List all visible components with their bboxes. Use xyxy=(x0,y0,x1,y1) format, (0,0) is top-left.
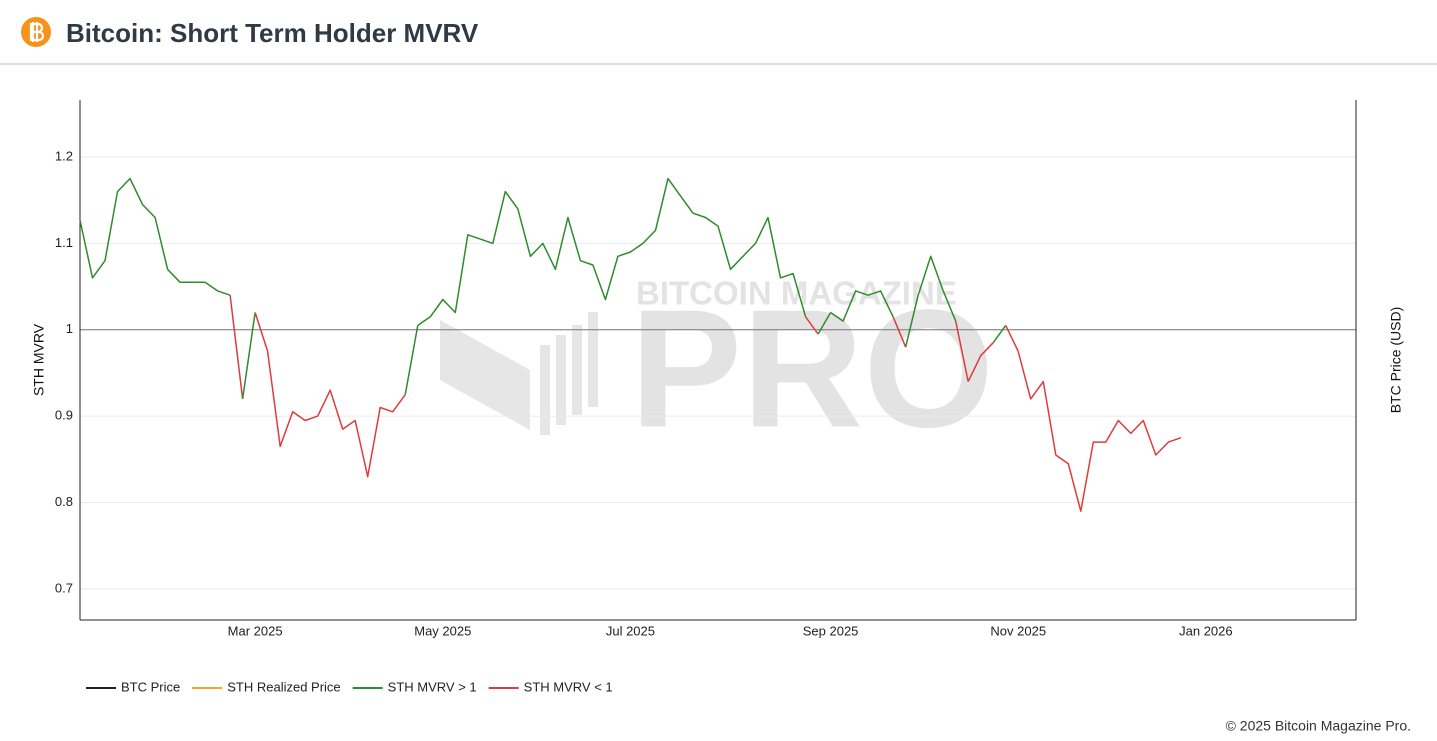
legend-item: BTC Price xyxy=(86,679,180,694)
connector xyxy=(904,295,919,348)
connector xyxy=(954,320,969,382)
y-tick-label: 0.7 xyxy=(55,580,73,595)
bitcoin-icon xyxy=(21,17,51,47)
y-tick-label: 1.2 xyxy=(55,148,73,163)
x-tick-label: Sep 2025 xyxy=(803,623,859,638)
x-tick-label: Nov 2025 xyxy=(990,623,1046,638)
connector xyxy=(229,295,244,399)
x-tick-label: May 2025 xyxy=(414,623,471,638)
legend-item: STH Realized Price xyxy=(192,679,341,694)
y2-axis-title: BTC Price (USD) xyxy=(1388,307,1404,414)
connector xyxy=(254,312,269,352)
legend-item: STH MVRV < 1 xyxy=(488,679,613,694)
y-tick-label: 1.1 xyxy=(55,235,73,250)
connector xyxy=(1005,325,1019,352)
footer: © 2025 Bitcoin Magazine Pro. xyxy=(1226,718,1411,734)
series-line xyxy=(266,342,1182,512)
legend-label: STH MVRV < 1 xyxy=(524,679,613,694)
x-tick-label: Mar 2025 xyxy=(228,623,283,638)
watermark-main: PRO xyxy=(630,274,994,462)
y-tick-label: 0.8 xyxy=(55,494,73,509)
y-axis-title: STH MVRV xyxy=(31,323,47,396)
connector xyxy=(892,316,907,348)
legend-item: STH MVRV > 1 xyxy=(352,679,477,694)
legend-label: BTC Price xyxy=(121,679,180,694)
connector xyxy=(241,312,256,399)
x-tick-label: Jan 2026 xyxy=(1179,623,1233,638)
x-tick-label: Jul 2025 xyxy=(606,623,655,638)
legend-label: STH Realized Price xyxy=(227,679,340,694)
connector xyxy=(817,312,832,335)
legend-label: STH MVRV > 1 xyxy=(388,679,477,694)
connector xyxy=(404,325,419,395)
watermark-top: BITCOIN MAGAZINE xyxy=(636,275,957,312)
chart-title: Bitcoin: Short Term Holder MVRV xyxy=(66,18,479,48)
connector xyxy=(992,325,1007,344)
y-tick-label: 1 xyxy=(66,321,73,336)
watermark: BITCOIN MAGAZINE PRO xyxy=(440,274,994,462)
y-tick-label: 0.9 xyxy=(55,408,73,423)
lines xyxy=(80,179,1182,512)
connector xyxy=(804,316,819,335)
